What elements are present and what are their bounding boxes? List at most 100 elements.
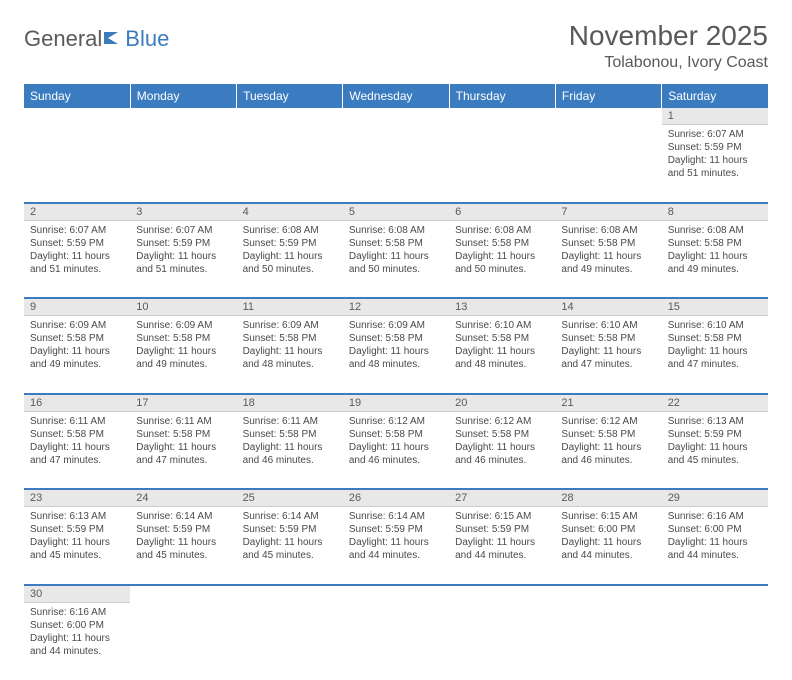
day-cell: Sunrise: 6:09 AMSunset: 5:58 PMDaylight:…: [237, 316, 343, 394]
daylight-line: Daylight: 11 hours and 46 minutes.: [243, 441, 337, 467]
sunrise-line: Sunrise: 6:12 AM: [349, 415, 443, 428]
sunset-line: Sunset: 5:59 PM: [136, 523, 230, 536]
day-number: [449, 585, 555, 603]
day-cell: Sunrise: 6:07 AMSunset: 5:59 PMDaylight:…: [662, 125, 768, 203]
weekday-header: Sunday: [24, 84, 130, 108]
content-row: Sunrise: 6:16 AMSunset: 6:00 PMDaylight:…: [24, 602, 768, 680]
day-number: 1: [662, 108, 768, 125]
sunrise-line: Sunrise: 6:10 AM: [561, 319, 655, 332]
day-cell: Sunrise: 6:08 AMSunset: 5:59 PMDaylight:…: [237, 220, 343, 298]
day-number: 15: [662, 298, 768, 316]
page-header: GeneralBlue November 2025 Tolabonou, Ivo…: [24, 20, 768, 72]
content-row: Sunrise: 6:09 AMSunset: 5:58 PMDaylight:…: [24, 316, 768, 394]
calendar-page: GeneralBlue November 2025 Tolabonou, Ivo…: [0, 0, 792, 680]
sunset-line: Sunset: 5:59 PM: [30, 523, 124, 536]
daylight-line: Daylight: 11 hours and 47 minutes.: [136, 441, 230, 467]
day-number: 28: [555, 489, 661, 507]
daylight-line: Daylight: 11 hours and 45 minutes.: [30, 536, 124, 562]
sunrise-line: Sunrise: 6:14 AM: [243, 510, 337, 523]
day-cell: Sunrise: 6:10 AMSunset: 5:58 PMDaylight:…: [662, 316, 768, 394]
day-cell: Sunrise: 6:13 AMSunset: 5:59 PMDaylight:…: [24, 507, 130, 585]
day-cell: [237, 602, 343, 680]
day-cell: [237, 125, 343, 203]
sunset-line: Sunset: 5:58 PM: [349, 428, 443, 441]
day-number: [662, 585, 768, 603]
content-row: Sunrise: 6:11 AMSunset: 5:58 PMDaylight:…: [24, 411, 768, 489]
daylight-line: Daylight: 11 hours and 46 minutes.: [455, 441, 549, 467]
sunset-line: Sunset: 5:58 PM: [30, 332, 124, 345]
sunset-line: Sunset: 5:59 PM: [349, 523, 443, 536]
daynum-row: 1: [24, 108, 768, 125]
day-cell: Sunrise: 6:13 AMSunset: 5:59 PMDaylight:…: [662, 411, 768, 489]
day-cell: Sunrise: 6:14 AMSunset: 5:59 PMDaylight:…: [343, 507, 449, 585]
day-cell: Sunrise: 6:15 AMSunset: 6:00 PMDaylight:…: [555, 507, 661, 585]
month-title: November 2025: [569, 20, 768, 52]
day-number: 13: [449, 298, 555, 316]
day-cell: Sunrise: 6:09 AMSunset: 5:58 PMDaylight:…: [130, 316, 236, 394]
sunset-line: Sunset: 5:58 PM: [455, 428, 549, 441]
sunset-line: Sunset: 5:59 PM: [668, 428, 762, 441]
daylight-line: Daylight: 11 hours and 50 minutes.: [349, 250, 443, 276]
sunrise-line: Sunrise: 6:14 AM: [349, 510, 443, 523]
day-number: 2: [24, 203, 130, 221]
daylight-line: Daylight: 11 hours and 48 minutes.: [349, 345, 443, 371]
day-number: 29: [662, 489, 768, 507]
day-number: [130, 108, 236, 125]
day-cell: Sunrise: 6:12 AMSunset: 5:58 PMDaylight:…: [449, 411, 555, 489]
day-number: 22: [662, 394, 768, 412]
sunrise-line: Sunrise: 6:14 AM: [136, 510, 230, 523]
day-cell: Sunrise: 6:07 AMSunset: 5:59 PMDaylight:…: [24, 220, 130, 298]
sunrise-line: Sunrise: 6:12 AM: [561, 415, 655, 428]
sunset-line: Sunset: 6:00 PM: [668, 523, 762, 536]
day-number: [555, 108, 661, 125]
sunset-line: Sunset: 5:59 PM: [30, 237, 124, 250]
weekday-header: Monday: [130, 84, 236, 108]
day-number: 18: [237, 394, 343, 412]
sunset-line: Sunset: 5:59 PM: [243, 523, 337, 536]
sunrise-line: Sunrise: 6:08 AM: [561, 224, 655, 237]
sunrise-line: Sunrise: 6:15 AM: [455, 510, 549, 523]
daynum-row: 2345678: [24, 203, 768, 221]
sunset-line: Sunset: 5:58 PM: [30, 428, 124, 441]
daynum-row: 16171819202122: [24, 394, 768, 412]
daylight-line: Daylight: 11 hours and 47 minutes.: [30, 441, 124, 467]
sunset-line: Sunset: 5:58 PM: [136, 332, 230, 345]
sunset-line: Sunset: 5:58 PM: [668, 237, 762, 250]
day-number: 10: [130, 298, 236, 316]
daynum-row: 23242526272829: [24, 489, 768, 507]
day-cell: Sunrise: 6:10 AMSunset: 5:58 PMDaylight:…: [449, 316, 555, 394]
sunrise-line: Sunrise: 6:09 AM: [30, 319, 124, 332]
day-cell: Sunrise: 6:12 AMSunset: 5:58 PMDaylight:…: [343, 411, 449, 489]
sunrise-line: Sunrise: 6:13 AM: [668, 415, 762, 428]
day-cell: Sunrise: 6:08 AMSunset: 5:58 PMDaylight:…: [662, 220, 768, 298]
day-number: 12: [343, 298, 449, 316]
day-cell: [343, 602, 449, 680]
day-number: 16: [24, 394, 130, 412]
sunrise-line: Sunrise: 6:12 AM: [455, 415, 549, 428]
daylight-line: Daylight: 11 hours and 44 minutes.: [30, 632, 124, 658]
daylight-line: Daylight: 11 hours and 45 minutes.: [136, 536, 230, 562]
day-cell: [24, 125, 130, 203]
location: Tolabonou, Ivory Coast: [569, 54, 768, 72]
sunrise-line: Sunrise: 6:11 AM: [136, 415, 230, 428]
day-number: [130, 585, 236, 603]
weekday-header: Friday: [555, 84, 661, 108]
sunset-line: Sunset: 5:58 PM: [349, 237, 443, 250]
day-cell: [130, 125, 236, 203]
sunset-line: Sunset: 5:58 PM: [136, 428, 230, 441]
logo-text-blue: Blue: [125, 26, 169, 52]
daylight-line: Daylight: 11 hours and 49 minutes.: [668, 250, 762, 276]
day-cell: Sunrise: 6:08 AMSunset: 5:58 PMDaylight:…: [343, 220, 449, 298]
day-number: 30: [24, 585, 130, 603]
sunset-line: Sunset: 5:58 PM: [243, 428, 337, 441]
day-number: [343, 585, 449, 603]
day-number: 21: [555, 394, 661, 412]
daylight-line: Daylight: 11 hours and 51 minutes.: [30, 250, 124, 276]
day-number: [237, 108, 343, 125]
day-number: 17: [130, 394, 236, 412]
weekday-header: Saturday: [662, 84, 768, 108]
day-cell: [343, 125, 449, 203]
sunrise-line: Sunrise: 6:09 AM: [243, 319, 337, 332]
logo: GeneralBlue: [24, 20, 169, 52]
daylight-line: Daylight: 11 hours and 48 minutes.: [243, 345, 337, 371]
